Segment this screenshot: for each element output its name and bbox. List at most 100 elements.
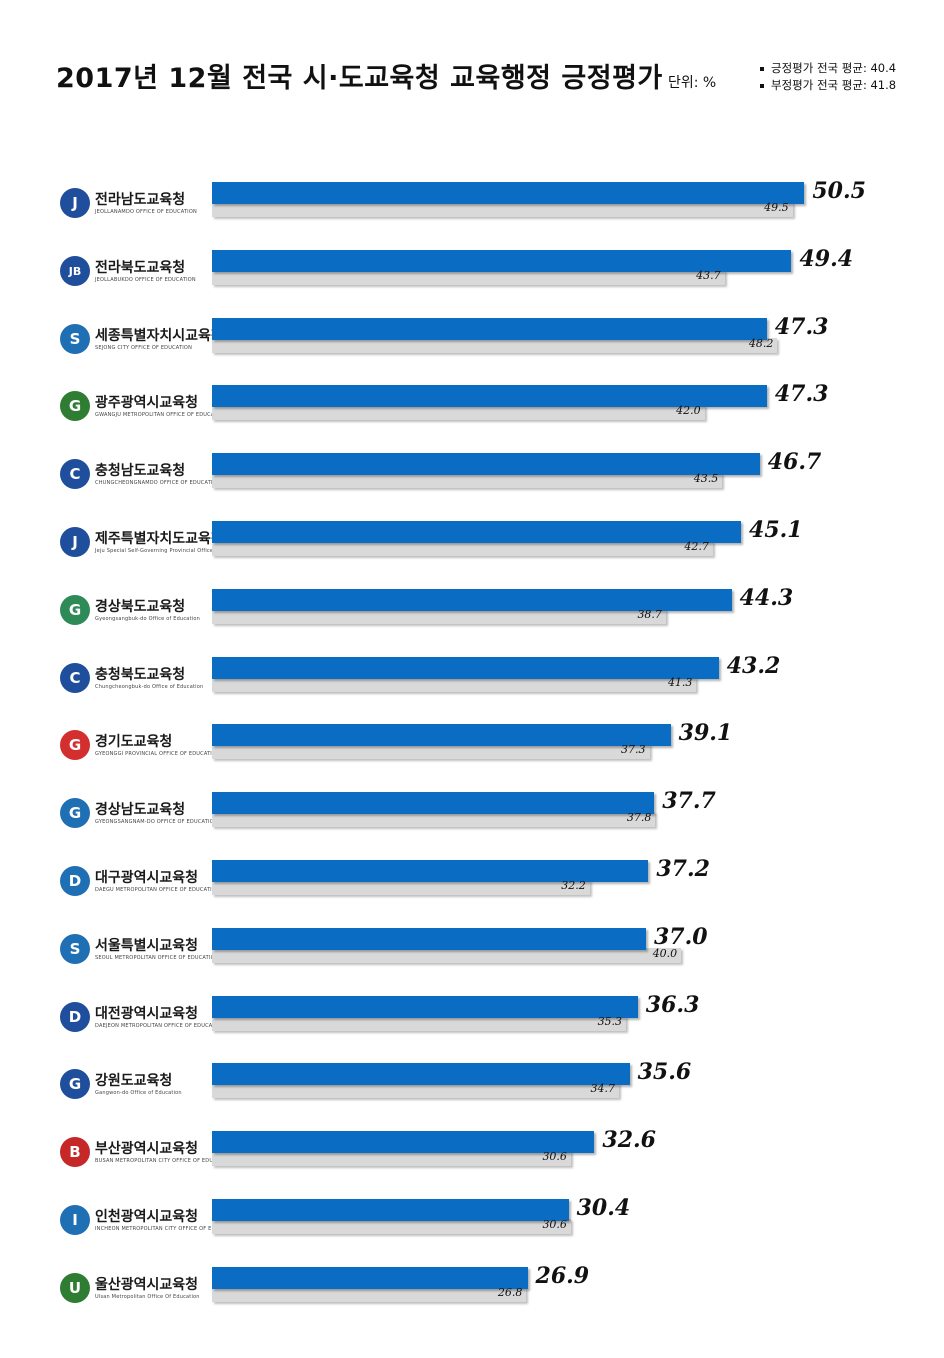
positive-value-label: 26.9 — [535, 1263, 590, 1289]
office-emblem-icon: U — [60, 1273, 90, 1303]
category-label: 전라북도교육청 — [95, 260, 186, 276]
category-sublabel: SEOUL METROPOLITAN OFFICE OF EDUCATION — [95, 955, 219, 961]
office-logo: D 대구광역시교육청 DAEGU METROPOLITAN OFFICE OF ED… — [60, 860, 220, 904]
positive-bar — [212, 385, 767, 407]
positive-value-label: 39.1 — [678, 720, 733, 746]
chart-row: JB 전라북도교육청 JEOLLABUKDO OFFICE OF EDUCATION… — [0, 246, 944, 318]
positive-bar — [212, 1267, 528, 1289]
category-label: 대구광역시교육청 — [95, 870, 199, 886]
category-sublabel: JEOLLANAMDO OFFICE OF EDUCATION — [95, 209, 197, 215]
chart-row: C 충청남도교육청 CHUNGCHEONGNAMDO OFFICE OF EDUCA… — [0, 449, 944, 521]
negative-bar — [212, 270, 725, 285]
positive-bar — [212, 724, 671, 746]
office-emblem-icon: C — [60, 459, 90, 489]
category-label: 충청남도교육청 — [95, 463, 186, 479]
negative-value-label: 43.7 — [696, 269, 721, 282]
office-logo: G 경상북도교육청 Gyeongsangbuk-do Office of Educa… — [60, 589, 205, 633]
positive-bar — [212, 182, 805, 204]
chart-row: G 강원도교육청 Gangwon-do Office of Education 34.… — [0, 1059, 944, 1131]
negative-bar — [212, 473, 723, 488]
chart-row: J 전라남도교육청 JEOLLANAMDO OFFICE OF EDUCATION 4… — [0, 178, 944, 250]
category-sublabel: GYEONGGI PROVINCIAL OFFICE OF EDUCATION — [95, 751, 221, 757]
office-emblem-icon: J — [60, 527, 90, 557]
negative-bar — [212, 812, 656, 827]
negative-value-label: 42.0 — [676, 404, 701, 417]
category-sublabel: GWANGJU METROPOLITAN OFFICE OF EDUCATION — [95, 412, 228, 418]
positive-value-label: 37.7 — [662, 788, 716, 814]
positive-bar — [212, 792, 655, 814]
chart-row: G 광주광역시교육청 GWANGJU METROPOLITAN OFFICE OF … — [0, 381, 944, 453]
office-logo: G 경기도교육청 GYEONGGI PROVINCIAL OFFICE OF EDU… — [60, 724, 220, 768]
category-sublabel: JEOLLABUKDO OFFICE OF EDUCATION — [95, 277, 196, 283]
chart-row: S 세종특별자치시교육청 SEJONG CITY OFFICE OF EDUCATI… — [0, 314, 944, 386]
positive-value-label: 30.4 — [576, 1195, 631, 1221]
positive-value-label: 45.1 — [749, 517, 803, 543]
positive-bar — [212, 657, 719, 679]
legend-negative-text: 부정평가 전국 평균: 41.8 — [771, 78, 897, 92]
chart-row: D 대전광역시교육청 DAEJEON METROPOLITAN OFFICE OF … — [0, 992, 944, 1064]
negative-value-label: 40.0 — [652, 947, 678, 960]
negative-value-label: 35.3 — [597, 1015, 623, 1028]
category-label: 경상북도교육청 — [95, 599, 186, 615]
office-logo: S 세종특별자치시교육청 SEJONG CITY OFFICE OF EDUCATI… — [60, 318, 224, 362]
positive-value-label: 44.3 — [739, 585, 794, 611]
chart-title: 2017년 12월 전국 시·도교육청 교육행정 긍정평가 — [56, 63, 663, 94]
negative-bar — [212, 677, 697, 692]
category-sublabel: Ulsan Metropolitan Office Of Education — [95, 1294, 200, 1300]
category-sublabel: Jeju Special Self-Governing Provincial O… — [95, 548, 249, 554]
negative-bar — [212, 948, 682, 963]
office-logo: G 광주광역시교육청 GWANGJU METROPOLITAN OFFICE OF … — [60, 385, 227, 429]
positive-value-label: 50.5 — [812, 178, 866, 204]
positive-value-label: 37.0 — [654, 924, 708, 950]
office-emblem-icon: J — [60, 188, 90, 218]
category-label: 부산광역시교육청 — [95, 1141, 199, 1157]
category-label: 충청북도교육청 — [95, 667, 186, 683]
office-emblem-icon: G — [60, 595, 90, 625]
negative-bar — [212, 609, 666, 624]
office-logo: I 인천광역시교육청 INCHEON METROPOLITAN CITY OFFIC… — [60, 1199, 239, 1243]
category-label: 경기도교육청 — [95, 734, 173, 750]
negative-value-label: 26.8 — [497, 1286, 523, 1299]
positive-value-label: 32.6 — [602, 1127, 656, 1153]
positive-bar — [212, 250, 792, 272]
office-logo: G 강원도교육청 Gangwon-do Office of Education — [60, 1063, 205, 1107]
office-emblem-icon: S — [60, 934, 90, 964]
office-emblem-icon: B — [60, 1137, 90, 1167]
positive-bar — [212, 318, 767, 340]
office-logo: J 전라남도교육청 JEOLLANAMDO OFFICE OF EDUCATION — [60, 182, 205, 226]
chart-row: G 경기도교육청 GYEONGGI PROVINCIAL OFFICE OF EDU… — [0, 720, 944, 792]
office-emblem-icon: G — [60, 391, 90, 421]
positive-value-label: 47.3 — [774, 314, 829, 340]
negative-bar — [212, 1151, 571, 1166]
negative-bar — [212, 1016, 627, 1031]
negative-bar — [212, 405, 705, 420]
negative-value-label: 34.7 — [590, 1082, 616, 1095]
office-emblem-icon: I — [60, 1205, 90, 1235]
positive-bar — [212, 1131, 595, 1153]
office-logo: JB 전라북도교육청 JEOLLABUKDO OFFICE OF EDUCATION — [60, 250, 205, 294]
negative-value-label: 48.2 — [748, 337, 774, 350]
negative-bar — [212, 744, 650, 759]
positive-value-label: 35.6 — [637, 1059, 692, 1085]
office-logo: C 충청남도교육청 CHUNGCHEONGNAMDO OFFICE OF EDUCA… — [60, 453, 221, 497]
chart-row: S 서울특별시교육청 SEOUL METROPOLITAN OFFICE OF ED… — [0, 924, 944, 996]
positive-value-label: 46.7 — [767, 449, 822, 475]
positive-bar — [212, 1063, 630, 1085]
office-emblem-icon: C — [60, 663, 90, 693]
category-label: 서울특별시교육청 — [95, 938, 199, 954]
office-emblem-icon: G — [60, 1069, 90, 1099]
office-emblem-icon: D — [60, 866, 90, 896]
category-sublabel: Gyeongsangbuk-do Office of Education — [95, 616, 200, 622]
category-label: 전라남도교육청 — [95, 192, 186, 208]
category-label: 인천광역시교육청 — [95, 1209, 199, 1225]
legend-bullet — [760, 83, 764, 88]
legend-positive-text: 긍정평가 전국 평균: 40.4 — [771, 61, 897, 75]
negative-bar — [212, 338, 778, 353]
category-label: 대전광역시교육청 — [95, 1006, 199, 1022]
office-emblem-icon: S — [60, 324, 90, 354]
category-sublabel: DAEJEON METROPOLITAN OFFICE OF EDUCATION — [95, 1023, 226, 1029]
positive-value-label: 36.3 — [645, 992, 700, 1018]
category-sublabel: SEJONG CITY OFFICE OF EDUCATION — [95, 345, 193, 351]
category-label: 경상남도교육청 — [95, 802, 186, 818]
